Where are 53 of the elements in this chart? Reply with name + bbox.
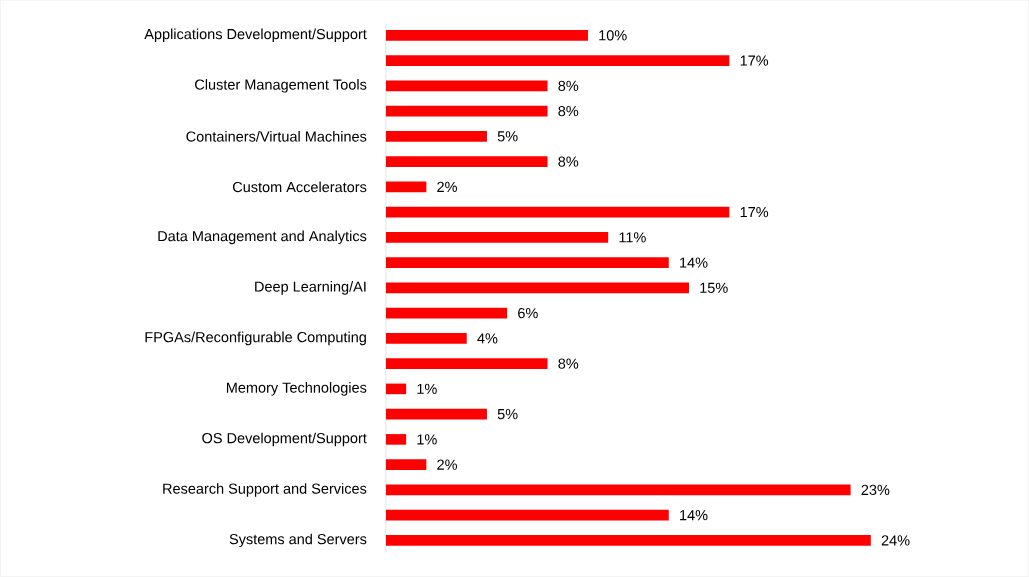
bar: [385, 257, 669, 269]
y-tick-label: Systems and Servers: [229, 533, 367, 548]
data-label: 5%: [497, 131, 518, 142]
data-label: 1%: [417, 383, 437, 395]
bar: [385, 181, 427, 193]
data-label: 8%: [558, 156, 579, 167]
data-label: 8%: [558, 358, 579, 369]
y-tick-label: Data Management and Analytics: [158, 230, 367, 245]
y-tick-label: Research Support and Services: [163, 483, 367, 497]
data-label: 1%: [417, 434, 437, 445]
bar: [385, 358, 548, 370]
y-tick-label: Applications Development/Support: [144, 28, 367, 43]
bar: [385, 484, 851, 496]
bar: [385, 80, 548, 92]
bar: [385, 307, 508, 319]
data-label: 8%: [558, 80, 579, 92]
bar: [385, 434, 407, 445]
bar: [385, 232, 609, 243]
bar: [385, 459, 427, 471]
data-label: 2%: [437, 459, 457, 470]
bar: [385, 206, 730, 218]
data-label: 17%: [740, 55, 769, 66]
bar: [385, 55, 730, 67]
data-label: 17%: [740, 207, 769, 218]
data-label: 14%: [680, 510, 708, 521]
y-tick-label: Containers/Virtual Machines: [186, 131, 367, 142]
bar: [385, 535, 871, 546]
bar: [385, 105, 548, 117]
y-tick-label: Deep Learning/AI: [255, 281, 366, 295]
data-label: 24%: [881, 535, 910, 546]
data-label: 8%: [558, 106, 579, 117]
bar: [385, 509, 669, 521]
data-label: 23%: [861, 484, 890, 496]
data-label: 11%: [619, 232, 646, 243]
bar: [385, 383, 407, 395]
bar: [385, 156, 548, 168]
data-label: 10%: [599, 30, 627, 41]
y-tick-label: Cluster Management Tools: [195, 79, 367, 93]
bar: [385, 30, 588, 41]
bar: [385, 408, 487, 420]
y-tick-label: FPGAs/Reconfigurable Computing: [145, 331, 366, 346]
data-label: 15%: [700, 282, 728, 294]
bar: [385, 131, 487, 142]
bar: [385, 282, 689, 294]
y-tick-label: Memory Technologies: [226, 382, 367, 396]
y-tick-label: OS Development/Support: [202, 432, 367, 447]
data-label: 5%: [497, 409, 518, 420]
data-label: 6%: [518, 308, 538, 319]
data-label: 2%: [437, 181, 457, 193]
data-label: 4%: [477, 333, 498, 344]
y-tick-label: Custom Accelerators: [232, 181, 367, 193]
data-label: 14%: [680, 257, 708, 268]
bar: [385, 333, 467, 344]
